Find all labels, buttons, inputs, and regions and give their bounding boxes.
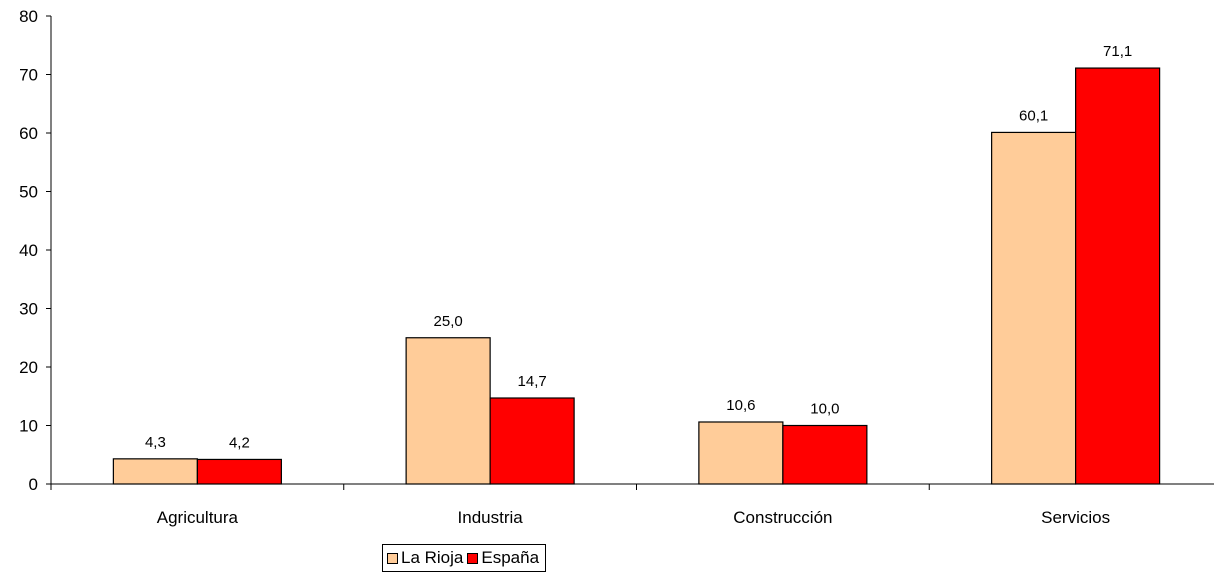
y-tick-label: 70 xyxy=(19,66,38,85)
bar-la-rioja-construccion xyxy=(698,421,784,485)
bar-la-rioja-agricultura xyxy=(112,458,198,485)
data-label-la-rioja-industria: 25,0 xyxy=(434,313,463,330)
y-axis: 0 10 20 30 40 50 60 70 80 xyxy=(19,7,52,494)
data-label-espana-construccion: 10,0 xyxy=(810,401,839,418)
bar-espana-agricultura xyxy=(196,458,282,485)
legend-label-espana: España xyxy=(481,548,540,567)
bar-la-rioja-industria xyxy=(405,337,491,485)
legend-item-espana: España xyxy=(467,548,539,568)
data-label-la-rioja-agricultura: 4,3 xyxy=(145,434,166,451)
y-tick-label: 20 xyxy=(19,358,38,377)
y-tick-label: 80 xyxy=(19,7,38,26)
bar-espana-construccion xyxy=(782,424,868,485)
bars xyxy=(112,67,1161,485)
data-label-espana-agricultura: 4,2 xyxy=(229,434,250,451)
bar-la-rioja-servicios xyxy=(991,131,1077,485)
data-label-la-rioja-servicios: 60,1 xyxy=(1019,107,1048,124)
y-tick-label: 0 xyxy=(29,475,38,494)
x-tick-label-construccion: Construcción xyxy=(733,508,832,527)
y-tick-label: 50 xyxy=(19,183,38,202)
legend-swatch-la-rioja xyxy=(387,552,398,564)
x-axis: Agricultura Industria Construcción Servicio… xyxy=(50,483,1214,527)
bar-espana-industria xyxy=(489,397,575,485)
data-label-la-rioja-construccion: 10,6 xyxy=(726,397,755,414)
legend-item-la-rioja: La Rioja xyxy=(387,548,463,568)
data-label-espana-servicios: 71,1 xyxy=(1103,43,1132,60)
y-tick-label: 10 xyxy=(19,417,38,436)
x-tick-label-servicios: Servicios xyxy=(1041,508,1110,527)
legend-label-la-rioja: La Rioja xyxy=(401,548,464,567)
y-tick-label: 40 xyxy=(19,241,38,260)
legend: La Rioja España xyxy=(382,544,547,572)
data-labels: 4,3 4,2 25,0 14,7 10,6 10,0 60,1 71,1 xyxy=(145,43,1132,451)
data-label-espana-industria: 14,7 xyxy=(518,373,547,390)
legend-swatch-espana xyxy=(467,552,479,564)
x-tick-label-industria: Industria xyxy=(458,508,524,527)
y-tick-label: 60 xyxy=(19,124,38,143)
y-tick-label: 30 xyxy=(19,300,38,319)
bar-espana-servicios xyxy=(1075,67,1161,485)
x-tick-label-agricultura: Agricultura xyxy=(157,508,239,527)
